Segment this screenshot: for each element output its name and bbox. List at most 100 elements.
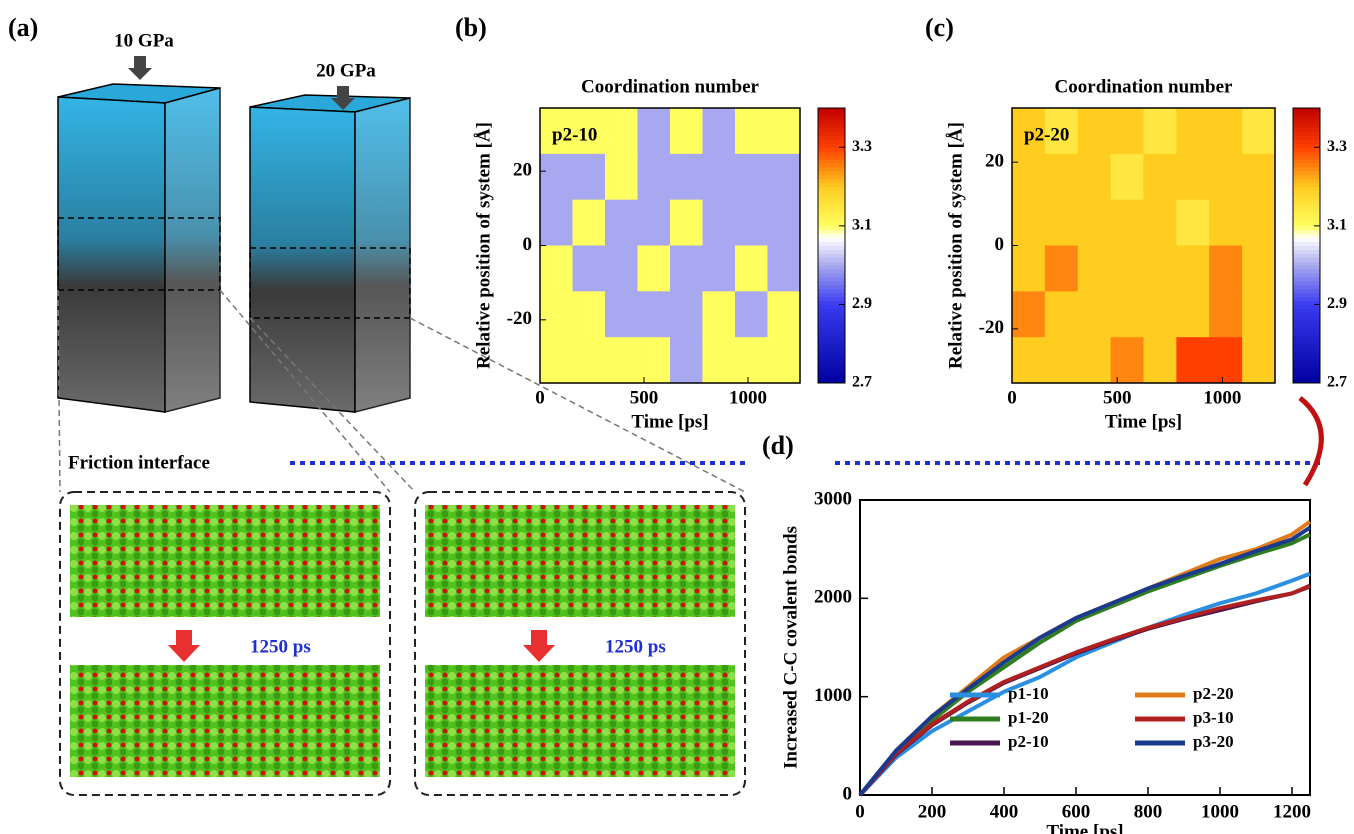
colorbar-segment [1293, 367, 1320, 371]
heatmap-cell [735, 200, 768, 246]
colorbar-segment [1293, 155, 1320, 159]
colorbar-segment [1293, 261, 1320, 265]
heatmap-cell [1012, 200, 1045, 246]
colorbar-segment [818, 132, 845, 136]
colorbar-tick-label: 2.9 [1327, 295, 1347, 312]
heatmap-cell [1045, 154, 1078, 200]
colorbar-segment [818, 175, 845, 179]
x-tick-label: 1000 [1201, 801, 1239, 822]
series-line [860, 522, 1310, 795]
colorbar-segment [818, 312, 845, 316]
colorbar-segment [818, 206, 845, 210]
heatmap-cell [638, 200, 671, 246]
x-tick-label: 1000 [729, 387, 767, 408]
colorbar-segment [1293, 128, 1320, 132]
colorbar-tick-label: 2.7 [852, 374, 872, 391]
heatmap-cell [735, 108, 768, 154]
colorbar-segment [818, 328, 845, 332]
y-tick-label: 0 [843, 783, 853, 804]
heatmap-cell [1078, 291, 1111, 337]
colorbar-segment [818, 108, 845, 112]
colorbar-segment [818, 375, 845, 379]
colorbar-segment [1293, 289, 1320, 293]
heatmap-cell [768, 200, 801, 246]
heatmap-cell [768, 108, 801, 154]
x-tick-label: 0 [535, 387, 545, 408]
heatmap-cell [1012, 154, 1045, 200]
x-tick-label: 0 [1007, 387, 1017, 408]
colorbar-segment [1293, 336, 1320, 340]
heatmap-cell [1144, 200, 1177, 246]
colorbar-segment [818, 139, 845, 143]
heatmap-cell [768, 291, 801, 337]
colorbar-segment [1293, 363, 1320, 367]
colorbar-tick-label: 3.1 [852, 217, 872, 234]
colorbar-tick-label: 3.3 [852, 138, 872, 155]
colorbar-segment [1293, 371, 1320, 375]
colorbar-segment [818, 359, 845, 363]
heatmap-cell [1012, 337, 1045, 383]
decoration [128, 56, 152, 80]
colorbar-tick-label: 3.1 [1327, 217, 1347, 234]
heatmap-cell [670, 108, 703, 154]
colorbar-segment [1293, 175, 1320, 179]
colorbar-segment [1293, 359, 1320, 363]
heatmap-cell [670, 200, 703, 246]
heatmap-cell [638, 246, 671, 292]
heatmap-cell [1209, 337, 1242, 383]
colorbar-segment [818, 320, 845, 324]
heatmap-cell [1111, 154, 1144, 200]
y-tick-label: 20 [513, 160, 532, 181]
colorbar-segment [1293, 356, 1320, 360]
x-axis-label: Time [ps] [631, 411, 708, 432]
heatmap-cell [703, 154, 736, 200]
colorbar-segment [818, 187, 845, 191]
legend-label: p3-10 [1193, 708, 1234, 727]
colorbar-segment [1293, 136, 1320, 140]
colorbar-segment [1293, 285, 1320, 289]
heatmap-cell [540, 291, 573, 337]
colorbar-segment [1293, 214, 1320, 218]
decoration [70, 505, 380, 617]
load-label: 10 GPa [114, 30, 174, 51]
heatmap-cell [573, 154, 606, 200]
time-label: 1250 ps [250, 636, 311, 657]
colorbar-segment [818, 202, 845, 206]
decoration [425, 505, 735, 617]
colorbar-segment [818, 293, 845, 297]
y-axis-label: Relative position of system [Å] [945, 122, 966, 369]
colorbar-segment [1293, 163, 1320, 167]
heatmap-cell [638, 108, 671, 154]
heatmap-cell [703, 291, 736, 337]
colorbar-segment [1293, 265, 1320, 269]
heatmap-cell [1176, 108, 1209, 154]
colorbar-segment [1293, 116, 1320, 120]
y-axis-label: Increased C-C covalent bonds [780, 526, 801, 769]
series-line [860, 528, 1310, 795]
x-tick-label: 1000 [1203, 387, 1241, 408]
heatmap-cell [735, 291, 768, 337]
x-tick-label: 1200 [1273, 801, 1311, 822]
colorbar-segment [818, 163, 845, 167]
colorbar-segment [818, 297, 845, 301]
heatmap-cell [1144, 291, 1177, 337]
heatmap-cell [1242, 246, 1275, 292]
colorbar-segment [818, 171, 845, 175]
colorbar-segment [1293, 242, 1320, 246]
colorbar-segment [818, 261, 845, 265]
colorbar-tick-label: 2.7 [1327, 374, 1347, 391]
y-tick-label: -20 [979, 317, 1004, 338]
colorbar-segment [818, 112, 845, 116]
y-tick-label: -20 [507, 308, 532, 329]
colorbar-segment [1293, 230, 1320, 234]
colorbar-segment [1293, 147, 1320, 151]
colorbar-segment [818, 226, 845, 230]
y-tick-label: 1000 [814, 685, 852, 706]
heatmap-cell [605, 200, 638, 246]
decoration [250, 107, 355, 412]
heatmap-cell [703, 246, 736, 292]
plot-title: Coordination number [1055, 76, 1233, 97]
colorbar-segment [818, 246, 845, 250]
colorbar-segment [818, 316, 845, 320]
y-axis-label: Relative position of system [Å] [473, 122, 494, 369]
